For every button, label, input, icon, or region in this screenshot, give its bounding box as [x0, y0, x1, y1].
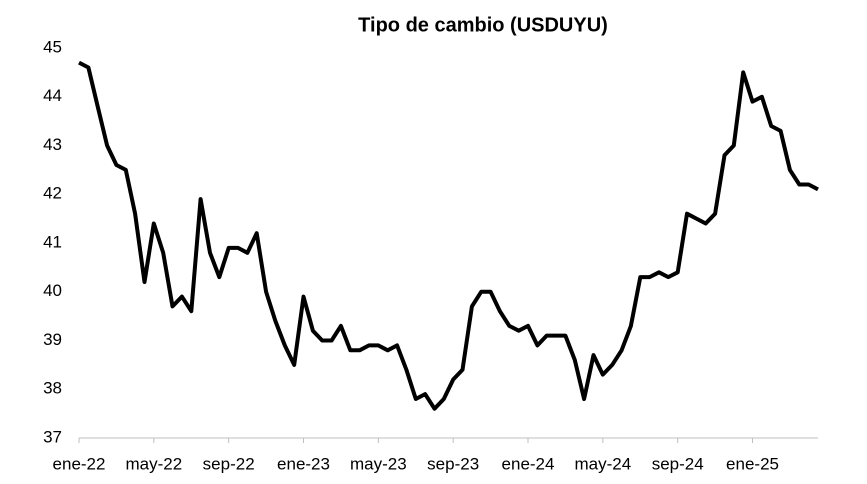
x-tick-label: ene-25: [726, 454, 779, 473]
y-tick-label: 39: [43, 330, 62, 349]
x-tick-label: ene-23: [277, 454, 330, 473]
x-tick-label: ene-22: [53, 454, 106, 473]
x-tick-label: sep-22: [203, 454, 255, 473]
x-tick-label: sep-23: [427, 454, 479, 473]
y-tick-label: 38: [43, 379, 62, 398]
y-tick-label: 43: [43, 135, 62, 154]
x-tick-label: may-23: [350, 454, 407, 473]
y-tick-label: 37: [43, 427, 62, 446]
line-series: [78, 60, 819, 411]
y-tick-label: 40: [43, 281, 62, 300]
x-tick-label: may-22: [125, 454, 182, 473]
x-tick-label: may-24: [575, 454, 632, 473]
y-tick-label: 45: [43, 37, 62, 56]
x-tick-label: sep-24: [652, 454, 704, 473]
chart-title: Tipo de cambio (USDUYU): [358, 14, 608, 36]
x-tick-label: ene-24: [502, 454, 555, 473]
y-tick-label: 42: [43, 184, 62, 203]
y-tick-label: 44: [43, 86, 62, 105]
y-tick-label: 41: [43, 232, 62, 251]
